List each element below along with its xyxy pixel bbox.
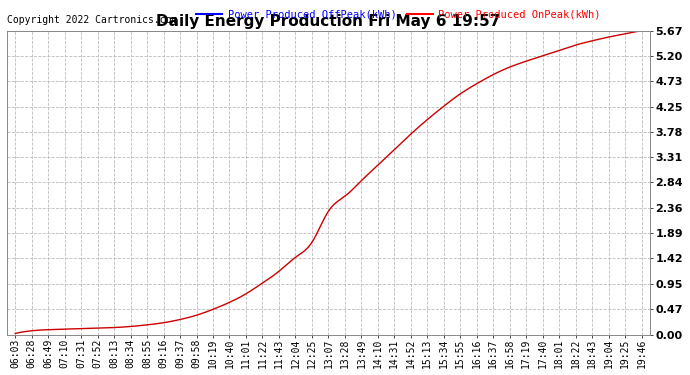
Legend: Power Produced OffPeak(kWh), Power Produced OnPeak(kWh): Power Produced OffPeak(kWh), Power Produ…: [193, 5, 604, 24]
Title: Daily Energy Production Fri May 6 19:57: Daily Energy Production Fri May 6 19:57: [156, 15, 501, 30]
Text: Copyright 2022 Cartronics.com: Copyright 2022 Cartronics.com: [7, 15, 177, 24]
